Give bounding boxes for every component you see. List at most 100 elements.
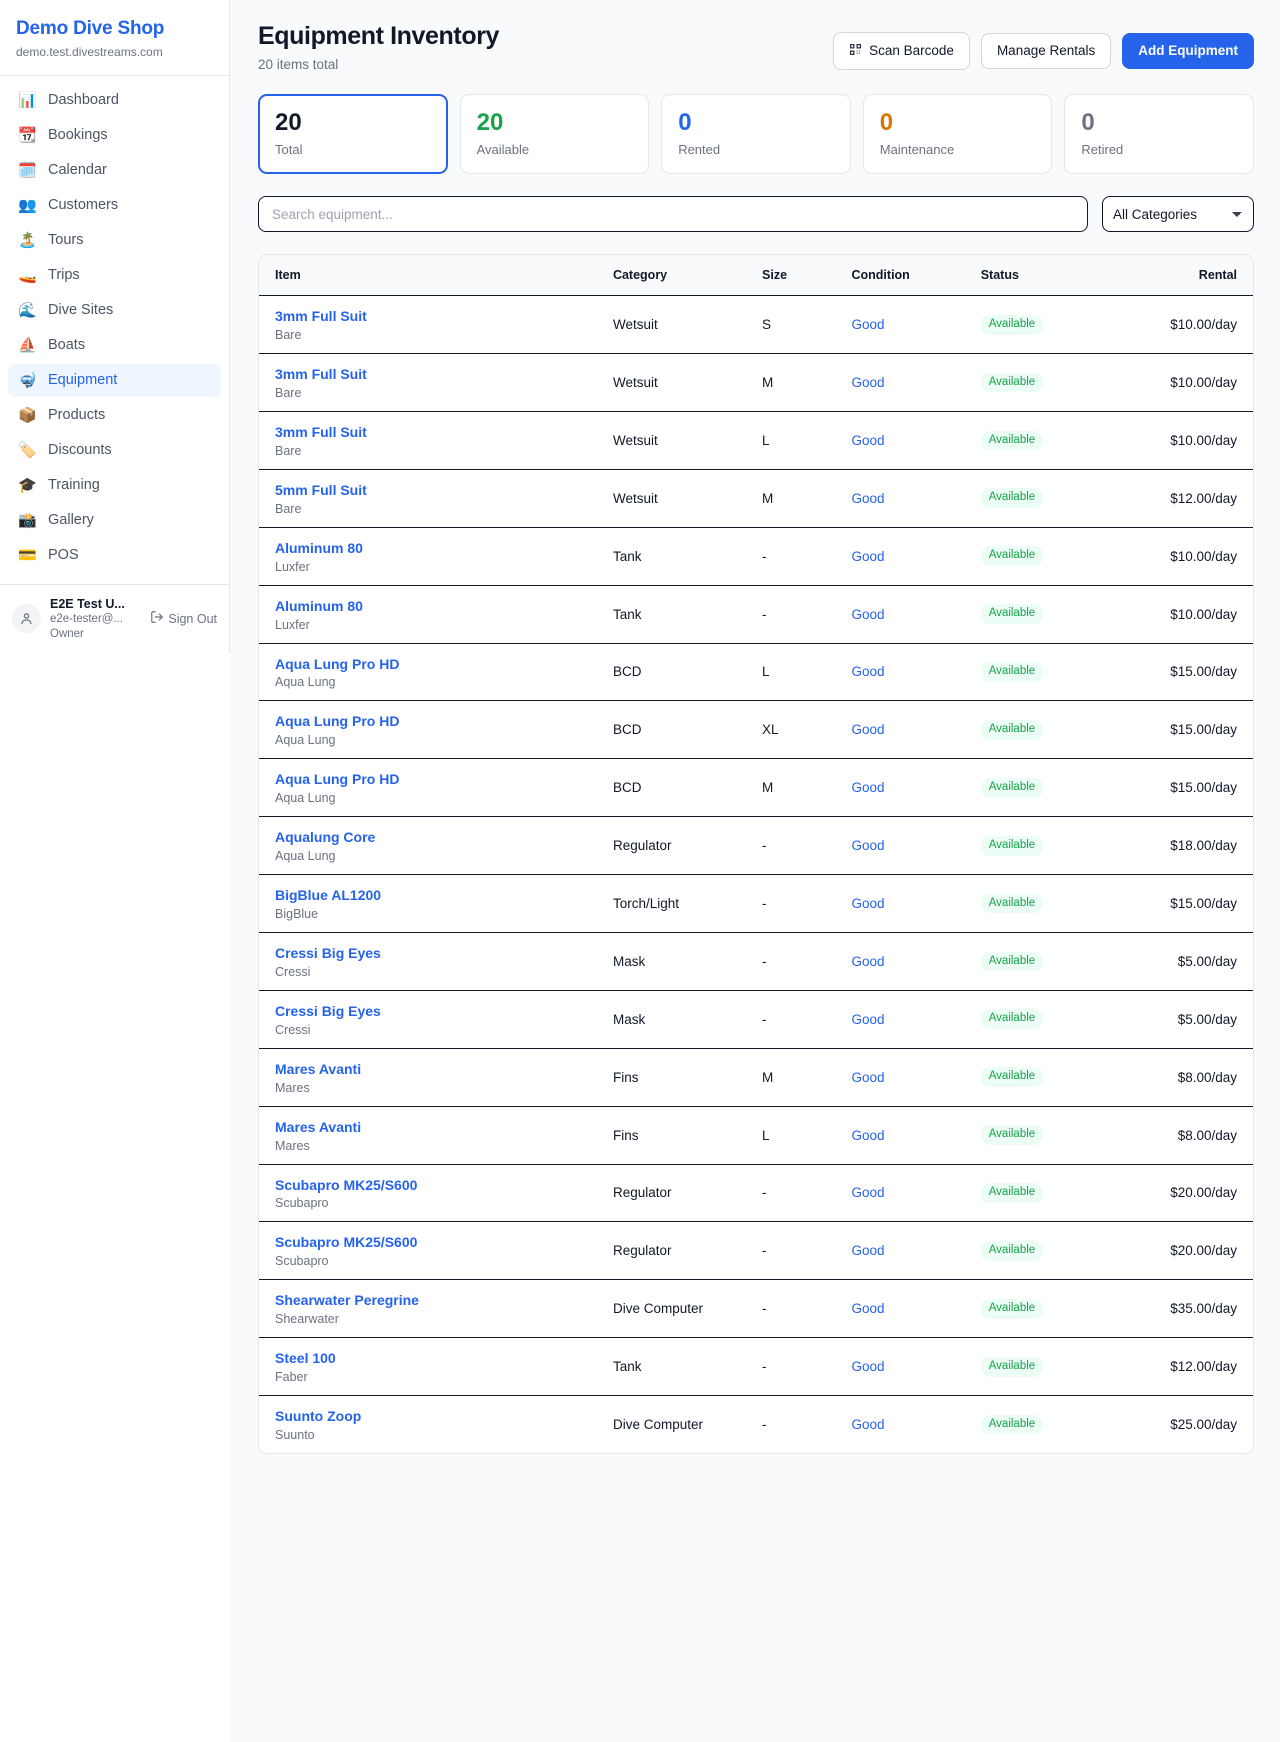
column-header-size[interactable]: Size xyxy=(746,255,836,297)
table-row[interactable]: Shearwater Peregrine Shearwater Dive Compu… xyxy=(259,1279,1253,1339)
condition-link[interactable]: Good xyxy=(851,1243,885,1259)
table-row[interactable]: 3mm Full Suit Bare Wetsuit S Good Available $1… xyxy=(259,295,1253,355)
item-link[interactable]: Aqualung Core xyxy=(275,829,376,846)
table-row[interactable]: Aluminum 80 Luxfer Tank - Good Available $10.0… xyxy=(259,585,1253,644)
stat-card-rented[interactable]: 0 Rented xyxy=(661,94,851,175)
stat-card-maintenance[interactable]: 0 Maintenance xyxy=(862,94,1053,175)
rental-price: $15.00/day xyxy=(1170,664,1237,680)
column-header-rental[interactable]: Rental xyxy=(1113,255,1253,297)
condition-link[interactable]: Good xyxy=(851,1359,885,1375)
table-row[interactable]: Aqualung Core Aqua Lung Regulator - Good Avai… xyxy=(259,816,1253,876)
sidebar-item-discounts[interactable]: 🏷️ Discounts xyxy=(8,434,221,467)
item-link[interactable]: Scubapro MK25/S600 xyxy=(275,1234,418,1251)
table-row[interactable]: Aluminum 80 Luxfer Tank - Good Available $10.0… xyxy=(259,527,1253,586)
condition-link[interactable]: Good xyxy=(851,1185,885,1201)
condition-link[interactable]: Good xyxy=(851,838,885,854)
sidebar-item-products[interactable]: 📦 Products xyxy=(8,399,221,432)
item-link[interactable]: Aqua Lung Pro HD xyxy=(275,655,400,672)
condition-link[interactable]: Good xyxy=(851,1127,885,1143)
item-link[interactable]: Aqua Lung Pro HD xyxy=(275,771,400,788)
item-link[interactable]: Aqua Lung Pro HD xyxy=(275,713,400,730)
column-header-status[interactable]: Status xyxy=(964,255,1114,297)
table-row[interactable]: Mares Avanti Mares Fins L Good Available $8.00… xyxy=(259,1106,1253,1165)
item-link[interactable]: Shearwater Peregrine xyxy=(275,1292,419,1309)
condition-link[interactable]: Good xyxy=(851,780,885,796)
cell-size-text: - xyxy=(762,1243,767,1259)
item-link[interactable]: Aluminum 80 xyxy=(275,597,363,614)
column-header-category[interactable]: Category xyxy=(596,255,747,297)
item-link[interactable]: Scubapro MK25/S600 xyxy=(275,1176,418,1193)
add-equipment-button[interactable]: Add Equipment xyxy=(1122,33,1254,69)
cell-condition: Good xyxy=(835,469,965,528)
item-link[interactable]: Cressi Big Eyes xyxy=(275,1002,381,1019)
item-link[interactable]: 3mm Full Suit xyxy=(275,308,367,325)
table-row[interactable]: Steel 100 Faber Tank - Good Available $12.00/d… xyxy=(259,1337,1253,1397)
column-header-condition[interactable]: Condition xyxy=(835,255,965,297)
sidebar-item-trips[interactable]: 🚤 Trips xyxy=(8,259,221,292)
sidebar-item-calendar[interactable]: 🗓️ Calendar xyxy=(8,154,221,187)
table-row[interactable]: Cressi Big Eyes Cressi Mask - Good Available $… xyxy=(259,932,1253,991)
condition-link[interactable]: Good xyxy=(851,896,885,912)
speedboat-icon: 🚤 xyxy=(18,266,37,284)
sign-out-button[interactable]: Sign Out xyxy=(150,610,217,627)
sidebar-item-pos[interactable]: 💳 POS xyxy=(8,539,221,572)
condition-link[interactable]: Good xyxy=(851,317,885,333)
search-input[interactable] xyxy=(258,196,1088,233)
condition-link[interactable]: Good xyxy=(851,953,885,969)
table-row[interactable]: Scubapro MK25/S600 Scubapro Regulator - Good… xyxy=(259,1164,1253,1223)
item-link[interactable]: Steel 100 xyxy=(275,1350,336,1367)
stat-card-total[interactable]: 20 Total xyxy=(258,94,448,175)
table-row[interactable]: Suunto Zoop Suunto Dive Computer - Good Avail… xyxy=(259,1396,1253,1453)
brand-block[interactable]: Demo Dive Shop demo.test.divestreams.com xyxy=(0,0,229,76)
sidebar-item-dashboard[interactable]: 📊 Dashboard xyxy=(8,84,221,117)
cell-status: Available xyxy=(964,1279,1114,1339)
item-brand: Bare xyxy=(275,328,302,343)
sidebar-item-bookings[interactable]: 📆 Bookings xyxy=(8,119,221,152)
condition-link[interactable]: Good xyxy=(851,1301,885,1317)
table-row[interactable]: Mares Avanti Mares Fins M Good Available $8.00… xyxy=(259,1048,1253,1107)
sidebar-item-equipment[interactable]: 🤿 Equipment xyxy=(8,363,221,397)
table-row[interactable]: Cressi Big Eyes Cressi Mask - Good Available $… xyxy=(259,990,1253,1049)
sidebar-item-dive-sites[interactable]: 🌊 Dive Sites xyxy=(8,294,221,327)
condition-link[interactable]: Good xyxy=(851,490,885,506)
condition-link[interactable]: Good xyxy=(851,1069,885,1085)
table-row[interactable]: Aqua Lung Pro HD Aqua Lung BCD XL Good Availa… xyxy=(259,700,1253,760)
table-row[interactable]: Aqua Lung Pro HD Aqua Lung BCD M Good Availab… xyxy=(259,758,1253,818)
sidebar-item-customers[interactable]: 👥 Customers xyxy=(8,189,221,222)
table-row[interactable]: Aqua Lung Pro HD Aqua Lung BCD L Good Availab… xyxy=(259,643,1253,702)
item-link[interactable]: 3mm Full Suit xyxy=(275,366,367,383)
table-row[interactable]: BigBlue AL1200 BigBlue Torch/Light - Good Ava… xyxy=(259,874,1253,933)
condition-link[interactable]: Good xyxy=(851,1011,885,1027)
category-select[interactable]: All Categories xyxy=(1102,196,1254,233)
wave-icon: 🌊 xyxy=(18,301,37,319)
sidebar-item-gallery[interactable]: 📸 Gallery xyxy=(8,504,221,537)
condition-link[interactable]: Good xyxy=(851,606,885,622)
condition-link[interactable]: Good xyxy=(851,664,885,680)
sidebar-item-training[interactable]: 🎓 Training xyxy=(8,469,221,502)
condition-link[interactable]: Good xyxy=(851,1417,885,1433)
item-link[interactable]: BigBlue AL1200 xyxy=(275,887,382,904)
item-link[interactable]: 5mm Full Suit xyxy=(275,481,367,498)
status-badge: Available xyxy=(980,1414,1044,1435)
item-link[interactable]: Mares Avanti xyxy=(275,1118,362,1135)
manage-rentals-button[interactable]: Manage Rentals xyxy=(980,33,1112,69)
table-row[interactable]: 3mm Full Suit Bare Wetsuit L Good Available $1… xyxy=(259,411,1253,470)
item-link[interactable]: Cressi Big Eyes xyxy=(275,944,381,961)
sidebar-item-boats[interactable]: ⛵ Boats xyxy=(8,329,221,362)
sidebar-item-tours[interactable]: 🏝️ Tours xyxy=(8,224,221,257)
table-row[interactable]: 5mm Full Suit Bare Wetsuit M Good Available $1… xyxy=(259,469,1253,528)
condition-link[interactable]: Good xyxy=(851,548,885,564)
condition-link[interactable]: Good xyxy=(851,722,885,738)
table-row[interactable]: 3mm Full Suit Bare Wetsuit M Good Available $1… xyxy=(259,353,1253,412)
item-link[interactable]: Mares Avanti xyxy=(275,1060,362,1077)
condition-link[interactable]: Good xyxy=(851,432,885,448)
item-link[interactable]: 3mm Full Suit xyxy=(275,423,367,440)
table-row[interactable]: Scubapro MK25/S600 Scubapro Regulator - Good… xyxy=(259,1221,1253,1281)
scan-barcode-button[interactable]: Scan Barcode xyxy=(833,32,970,70)
stat-card-retired[interactable]: 0 Retired xyxy=(1064,94,1254,175)
condition-link[interactable]: Good xyxy=(851,375,885,391)
item-link[interactable]: Suunto Zoop xyxy=(275,1408,362,1425)
item-link[interactable]: Aluminum 80 xyxy=(275,539,363,556)
stat-card-available[interactable]: 20 Available xyxy=(459,94,650,175)
column-header-item[interactable]: Item xyxy=(259,255,597,297)
